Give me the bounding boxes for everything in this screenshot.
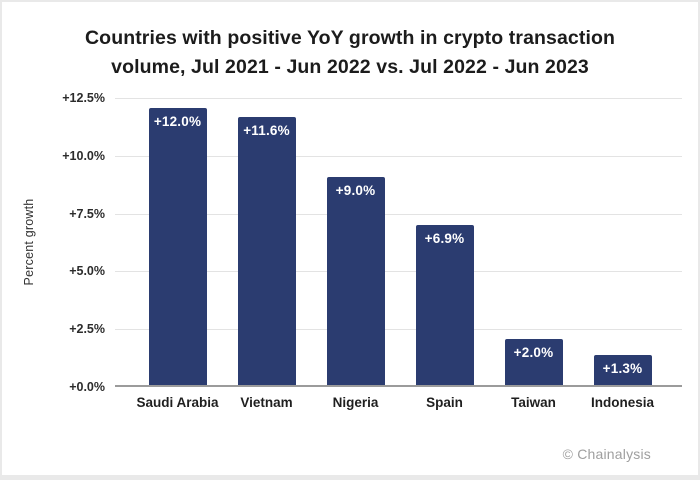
y-tick-label: +12.5% [62, 91, 105, 105]
x-category-label: Vietnam [240, 395, 293, 410]
bar-indonesia: +1.3% [593, 354, 652, 385]
y-tick-label: +2.5% [69, 322, 105, 337]
y-tick-label: +10.0% [62, 148, 105, 163]
bar-taiwan: +2.0% [504, 338, 563, 385]
y-axis-title: Percent growth [22, 198, 36, 285]
bar-spain: +6.9% [415, 225, 474, 385]
bar-vietnam: +11.6% [237, 116, 296, 385]
bar-value-label: +12.0% [153, 113, 202, 129]
gridline [115, 155, 682, 157]
x-category-label: Nigeria [332, 395, 379, 410]
bar-nigeria: +9.0% [326, 176, 385, 385]
chart-title-line2: volume, Jul 2021 - Jun 2022 vs. Jul 2022… [111, 56, 589, 78]
bar-value-label: +6.9% [424, 231, 465, 247]
x-category-label: Indonesia [590, 395, 654, 410]
bar-value-label: +9.0% [335, 182, 376, 198]
gridline [115, 329, 682, 331]
gridline [115, 98, 682, 99]
y-tick-label: +5.0% [69, 264, 105, 279]
bar-saudi-arabia: +12.0% [148, 107, 207, 385]
watermark-credit: © Chainalysis [562, 446, 651, 462]
y-tick-label: +7.5% [69, 206, 105, 221]
chart-title: Countries with positive YoY growth in cr… [2, 24, 698, 82]
gridline [115, 271, 682, 273]
x-category-label: Saudi Arabia [136, 395, 219, 410]
x-category-label: Taiwan [511, 395, 556, 410]
gridline [115, 213, 682, 215]
bar-value-label: +11.6% [243, 122, 290, 138]
chart-card: Countries with positive YoY growth in cr… [2, 2, 698, 475]
plot-area: Percent growth +12.5% +10.0% +7.5% +5.0% +2.… [22, 91, 682, 410]
y-tick-label: +0.0% [69, 380, 105, 394]
x-category-label: Spain [426, 395, 463, 410]
bar-value-label: +2.0% [513, 344, 554, 360]
bar-value-label: +1.3% [602, 360, 643, 376]
chart-title-line1: Countries with positive YoY growth in cr… [85, 27, 615, 49]
